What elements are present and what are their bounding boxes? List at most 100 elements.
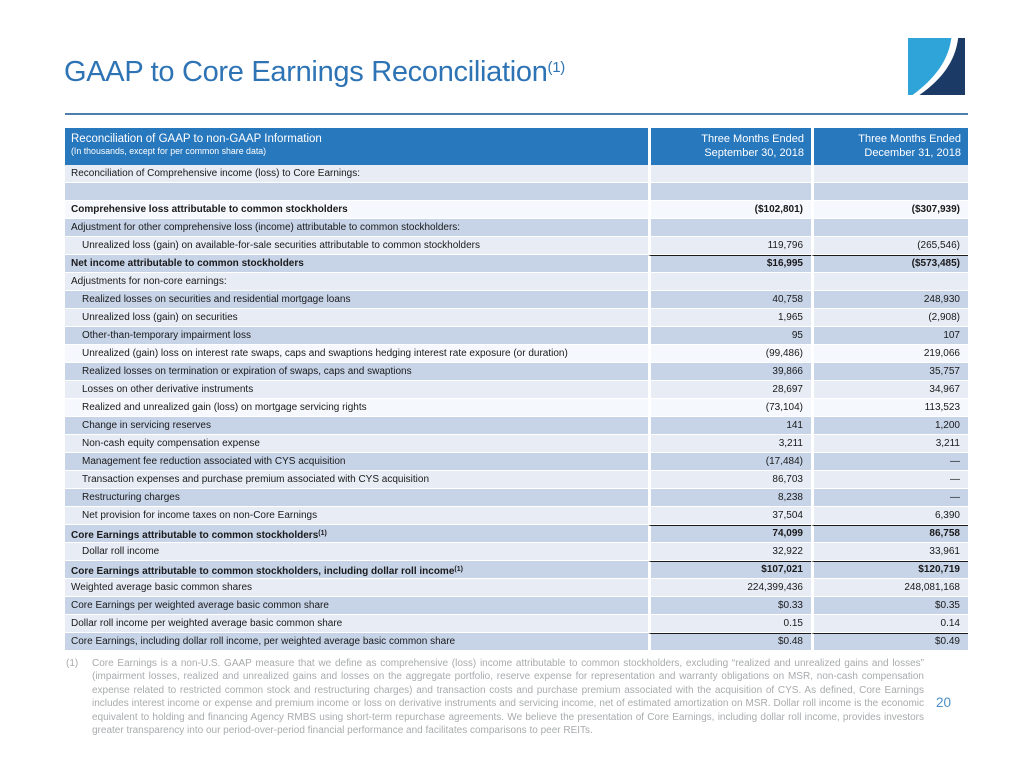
footnote-marker: (1) [66,658,79,669]
table-row: Adjustments for non-core earnings: [65,273,968,291]
table-row: Unrealized loss (gain) on available-for-… [65,237,968,255]
table-row: Change in servicing reserves 141 1,200 [65,417,968,435]
table-row: Comprehensive loss attributable to commo… [65,201,968,219]
row-label: Other-than-temporary impairment loss [65,327,648,345]
row-label: Adjustments for non-core earnings: [65,273,648,291]
row-value-sep2018: 74,099 [648,525,811,543]
row-value-dec2018: 33,961 [811,543,968,561]
row-label: Dollar roll income per weighted average … [65,615,648,633]
row-label: Restructuring charges [65,489,648,507]
row-label: Net provision for income taxes on non-Co… [65,507,648,525]
row-value-sep2018: 95 [648,327,811,345]
row-value-dec2018: ($573,485) [811,255,968,273]
row-value-sep2018: (99,486) [648,345,811,363]
row-label: Weighted average basic common shares [65,579,648,597]
row-footnote-ref: (1) [454,566,463,573]
row-value-dec2018: (2,908) [811,309,968,327]
table-header-title: Reconciliation of GAAP to non-GAAP Infor… [71,133,322,145]
row-value-dec2018: (265,546) [811,237,968,255]
row-value-sep2018: ($102,801) [648,201,811,219]
row-label: Core Earnings attributable to common sto… [65,525,648,543]
row-label: Comprehensive loss attributable to commo… [65,201,648,219]
table-row: Core Earnings, including dollar roll inc… [65,633,968,651]
row-value-sep2018: 119,796 [648,237,811,255]
table-header-col1: Three Months Ended September 30, 2018 [648,128,811,165]
row-label: Unrealized loss (gain) on available-for-… [65,237,648,255]
table-row: Core Earnings attributable to common sto… [65,561,968,579]
row-label: Non-cash equity compensation expense [65,435,648,453]
row-label: Core Earnings, including dollar roll inc… [65,633,648,651]
table-body: Reconciliation of Comprehensive income (… [65,165,968,651]
col1-period-date: September 30, 2018 [704,147,804,159]
row-value-dec2018: 248,081,168 [811,579,968,597]
row-label: Management fee reduction associated with… [65,453,648,471]
row-value-dec2018: ($307,939) [811,201,968,219]
table-row: Realized losses on termination or expira… [65,363,968,381]
table-row: Weighted average basic common shares 224,… [65,579,968,597]
table-header-row: Reconciliation of GAAP to non-GAAP Infor… [65,128,968,165]
row-label: Adjustment for other comprehensive loss … [65,219,648,237]
table-header-subtitle: (In thousands, except for per common sha… [71,146,267,156]
col2-period-date: December 31, 2018 [864,147,961,159]
row-label [65,183,648,201]
row-value-sep2018: 0.15 [648,615,811,633]
row-value-sep2018: 8,238 [648,489,811,507]
row-value-dec2018: $0.49 [811,633,968,651]
footnote-text: Core Earnings is a non-U.S. GAAP measure… [92,658,924,737]
row-label: Net income attributable to common stockh… [65,255,648,273]
row-value-sep2018: $16,995 [648,255,811,273]
table-row: Unrealized loss (gain) on securities 1,96… [65,309,968,327]
page-title-footnote-ref: (1) [547,59,566,76]
table-row: Realized losses on securities and reside… [65,291,968,309]
row-value-sep2018 [648,165,811,183]
table-row: Realized and unrealized gain (loss) on m… [65,399,968,417]
table-row: Core Earnings per weighted average basic… [65,597,968,615]
row-label: Unrealized (gain) loss on interest rate … [65,345,648,363]
row-value-dec2018: 6,390 [811,507,968,525]
row-value-sep2018: 32,922 [648,543,811,561]
table-row: Restructuring charges 8,238— [65,489,968,507]
row-label: Transaction expenses and purchase premiu… [65,471,648,489]
reconciliation-table: Reconciliation of GAAP to non-GAAP Infor… [65,128,968,651]
row-label: Realized and unrealized gain (loss) on m… [65,399,648,417]
table-row: Unrealized (gain) loss on interest rate … [65,345,968,363]
row-value-dec2018: 107 [811,327,968,345]
row-label: Reconciliation of Comprehensive income (… [65,165,648,183]
row-label: Core Earnings per weighted average basic… [65,597,648,615]
row-value-sep2018: 3,211 [648,435,811,453]
table-row: Losses on other derivative instruments 28… [65,381,968,399]
table-row: Non-cash equity compensation expense 3,21… [65,435,968,453]
row-value-dec2018 [811,219,968,237]
row-value-dec2018: $0.35 [811,597,968,615]
row-value-sep2018: $107,021 [648,561,811,579]
row-value-sep2018: $0.33 [648,597,811,615]
row-value-dec2018: 35,757 [811,363,968,381]
row-value-dec2018: 3,211 [811,435,968,453]
row-label: Unrealized loss (gain) on securities [65,309,648,327]
table-row: Reconciliation of Comprehensive income (… [65,165,968,183]
title-divider [65,113,968,115]
company-logo-icon [908,38,965,95]
row-value-sep2018: 141 [648,417,811,435]
row-label: Change in servicing reserves [65,417,648,435]
table-row: Management fee reduction associated with… [65,453,968,471]
table-row: Dollar roll income 32,922 33,961 [65,543,968,561]
row-value-dec2018: $120,719 [811,561,968,579]
page-number: 20 [936,695,952,710]
row-label: Core Earnings attributable to common sto… [65,561,648,579]
page-title: GAAP to Core Earnings Reconciliation(1) [64,56,565,89]
row-label: Realized losses on securities and reside… [65,291,648,309]
table-row: Transaction expenses and purchase premiu… [65,471,968,489]
row-value-sep2018: 224,399,436 [648,579,811,597]
row-value-dec2018 [811,273,968,291]
table-row: Adjustment for other comprehensive loss … [65,219,968,237]
row-value-dec2018: 248,930 [811,291,968,309]
row-value-dec2018: — [811,489,968,507]
row-value-dec2018 [811,183,968,201]
row-value-sep2018: 1,965 [648,309,811,327]
row-value-sep2018: 40,758 [648,291,811,309]
row-footnote-ref: (1) [318,530,327,537]
row-value-dec2018: 34,967 [811,381,968,399]
row-value-sep2018: (17,484) [648,453,811,471]
